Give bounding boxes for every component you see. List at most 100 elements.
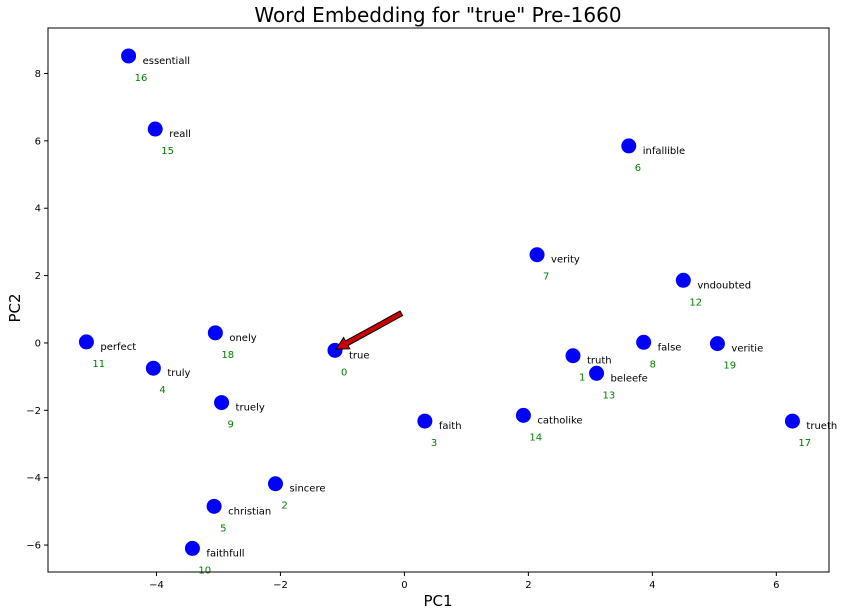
y-tick-label: 6 [35, 136, 41, 147]
x-axis-label: PC1 [423, 592, 452, 610]
point-marker [636, 334, 652, 350]
point-marker [709, 336, 725, 352]
point-word-label: trueth [806, 421, 837, 432]
point-index-label: 11 [92, 359, 105, 370]
point-index-label: 10 [198, 565, 211, 576]
point-word-label: catholike [537, 415, 582, 426]
point-index-label: 16 [135, 73, 148, 84]
point-index-label: 3 [431, 438, 437, 449]
point-marker [417, 413, 433, 429]
point-marker [565, 348, 581, 364]
point-index-label: 1 [579, 373, 585, 384]
x-tick-label: 4 [649, 580, 655, 591]
point-word-label: truly [167, 368, 190, 379]
point-index-label: 2 [281, 501, 287, 512]
point-word-label: reall [169, 129, 191, 140]
arrow-layer [335, 310, 404, 350]
point-marker [206, 498, 222, 514]
point-index-label: 8 [650, 359, 656, 370]
point-word-label: vndoubted [697, 280, 751, 291]
point-marker [529, 247, 545, 263]
point-vndoubted: vndoubted 12 [675, 272, 751, 308]
y-tick-label: −2 [26, 406, 41, 417]
point-word-label: truth [587, 356, 612, 367]
y-axis-label: PC2 [6, 293, 24, 322]
point-catholike: catholike 14 [515, 407, 583, 443]
point-faithfull: faithfull 10 [184, 540, 245, 576]
point-index-label: 13 [603, 390, 616, 401]
point-beleefe: beleefe 13 [589, 365, 648, 401]
point-word-label: onely [229, 333, 256, 344]
y-tick-label: −4 [26, 473, 41, 484]
point-marker [184, 540, 200, 556]
y-tick-label: 8 [35, 69, 41, 80]
x-tick-label: 6 [773, 580, 779, 591]
point-onely: onely 18 [207, 325, 257, 361]
point-index-label: 4 [159, 385, 165, 396]
y-tick-label: −6 [26, 541, 41, 552]
plot-frame [47, 27, 830, 573]
point-index-label: 19 [723, 361, 736, 372]
point-word-label: faith [439, 421, 462, 432]
point-word-label: truely [236, 403, 265, 414]
point-marker [784, 413, 800, 429]
point-word-label: beleefe [611, 373, 648, 384]
point-index-label: 15 [161, 146, 174, 157]
x-tick-label: 2 [525, 580, 531, 591]
x-axis: −4 −2 0 2 4 6 [149, 572, 780, 591]
point-marker [675, 272, 691, 288]
point-word-label: false [658, 342, 682, 353]
point-word-label: essentiall [143, 56, 190, 67]
chart-title: Word Embedding for "true" Pre-1660 [254, 3, 621, 27]
point-index-label: 12 [689, 297, 702, 308]
y-tick-label: 0 [35, 338, 41, 349]
point-index-label: 18 [221, 350, 234, 361]
point-word-label: christian [228, 506, 271, 517]
y-tick-label: 4 [35, 204, 41, 215]
pointer-arrow [335, 310, 404, 350]
point-marker [214, 395, 230, 411]
point-marker [267, 476, 283, 492]
point-marker [78, 334, 94, 350]
point-word-label: faithfull [206, 548, 244, 559]
point-word-label: infallible [643, 146, 685, 157]
point-marker [147, 121, 163, 137]
point-index-label: 7 [543, 272, 549, 283]
point-marker [621, 138, 637, 154]
point-index-label: 5 [220, 523, 226, 534]
point-index-label: 0 [341, 367, 347, 378]
x-tick-label: −4 [149, 580, 164, 591]
point-trueth: trueth 17 [784, 413, 837, 449]
point-marker [589, 365, 605, 381]
point-marker [207, 325, 223, 341]
point-word-label: perfect [100, 342, 136, 353]
point-marker [145, 360, 161, 376]
point-essentiall: essentiall 16 [121, 48, 190, 84]
point-index-label: 6 [635, 163, 641, 174]
x-tick-label: 0 [401, 580, 407, 591]
point-index-label: 14 [529, 432, 542, 443]
point-word-label: true [349, 350, 370, 361]
point-word-label: veritie [731, 344, 763, 355]
point-marker [121, 48, 137, 64]
point-veritie: veritie 19 [709, 336, 763, 372]
point-reall: reall 15 [147, 121, 191, 157]
y-tick-label: 2 [35, 271, 41, 282]
point-marker [515, 407, 531, 423]
x-tick-label: −2 [273, 580, 288, 591]
point-index-label: 17 [798, 438, 811, 449]
point-perfect: perfect 11 [78, 334, 136, 370]
y-axis: −6 −4 −2 0 2 4 6 8 [26, 69, 48, 552]
point-word-label: sincere [289, 484, 325, 495]
